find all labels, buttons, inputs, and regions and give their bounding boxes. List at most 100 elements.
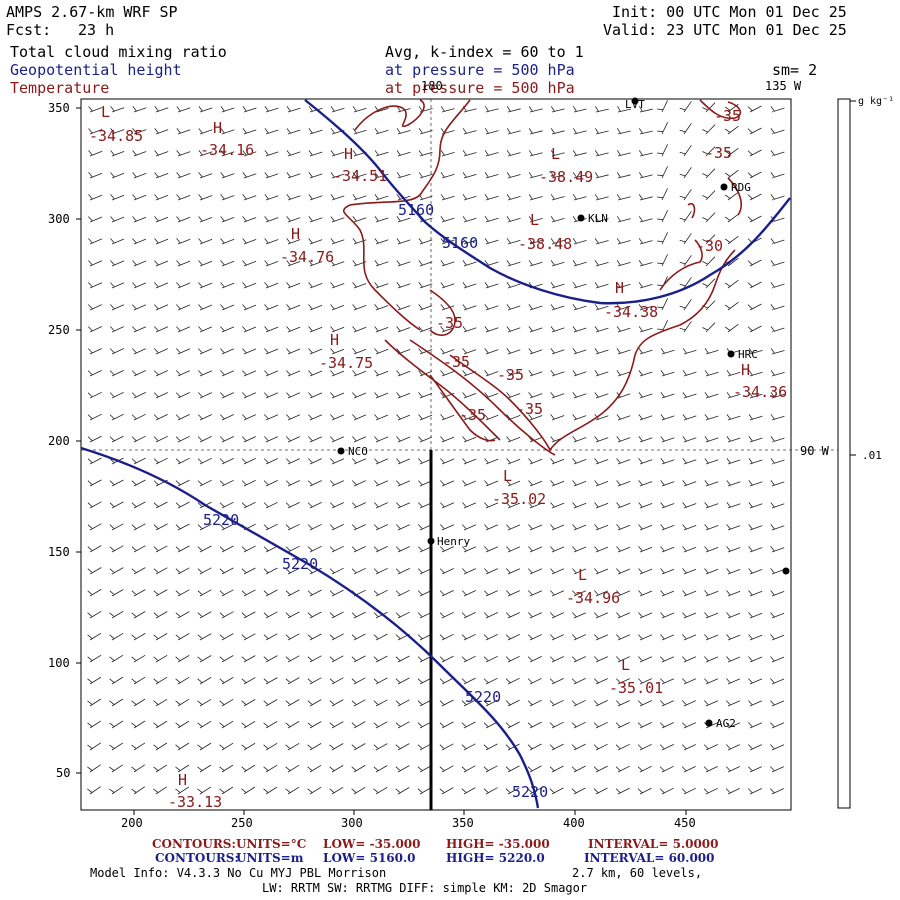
height-contour-label: 5160 — [398, 201, 435, 219]
temp-contour — [384, 339, 501, 441]
temp-extremum-letter: H — [344, 145, 354, 163]
temp-contour — [429, 374, 496, 442]
station-label-nco: NCO — [348, 445, 368, 458]
lon-label-180: 180 — [421, 79, 443, 93]
y-tick-label: 150 — [48, 545, 70, 559]
contours-temp-interval: INTERVAL= 5.0000 — [588, 837, 719, 851]
temp-extremum-value: -34.76 — [280, 248, 335, 266]
lon-label-135w: 135 W — [765, 79, 802, 93]
temp-contour-label: -35 — [516, 400, 544, 418]
height-contour-label: 5220 — [512, 783, 549, 801]
contours-temp-high: HIGH= -35.000 — [446, 837, 550, 851]
temp-extremum-letter: L — [551, 145, 561, 163]
pressure-height: at pressure = 500 hPa — [385, 61, 575, 79]
temp-contour-label: -35 — [443, 353, 471, 371]
contours-temp-label: CONTOURS: — [152, 837, 236, 851]
avg-k-index: Avg, k-index = 60 to 1 — [385, 43, 584, 61]
temp-contour — [429, 289, 456, 336]
temp-contour — [699, 99, 742, 120]
height-contours — [80, 99, 791, 809]
contours-height-low: LOW= 5160.0 — [323, 851, 416, 865]
temp-contour — [449, 249, 736, 452]
station-dots — [337, 97, 790, 727]
model-resolution: 2.7 km, 60 levels, — [572, 866, 703, 880]
temp-contour-label: -35 — [705, 144, 733, 162]
contours-height-interval: INTERVAL= 60.000 — [584, 851, 715, 865]
temp-extremum-letter: L — [621, 656, 631, 674]
axis-ticks — [76, 107, 687, 815]
y-tick-label: 100 — [48, 656, 70, 670]
station-label-henry: Henry — [437, 535, 471, 548]
model-info: Model Info: V4.3.3 No Cu MYJ PBL Morriso… — [90, 866, 387, 880]
station-label-lvt: LVT — [625, 98, 645, 111]
station-label-ag2: AG2 — [716, 717, 736, 730]
height-contour-label: 5160 — [442, 234, 479, 252]
lon-label-90w: 90 W — [800, 444, 829, 458]
temp-extremum-letter: H — [330, 331, 340, 349]
temp-extremum-value: -35.02 — [492, 490, 547, 508]
y-tick-label: 200 — [48, 434, 70, 448]
temp-extremum-letter: H — [213, 119, 223, 137]
contours-height-units: UNITS=m — [236, 851, 304, 865]
x-tick-label: 450 — [674, 816, 696, 830]
valid-time: Valid: 23 UTC Mon 01 Dec 25 — [603, 21, 847, 39]
temp-extremum-letter: H — [615, 279, 625, 297]
colorbar-tick-label: .01 — [862, 449, 882, 462]
temp-extremum-letter: H — [291, 225, 301, 243]
temp-extremum-value: -38.48 — [518, 235, 573, 253]
temp-extremum-value: -34.16 — [200, 141, 255, 159]
height-contour-label: 5220 — [282, 555, 319, 573]
temp-extremum-value: -38.49 — [539, 168, 594, 186]
x-tick-label: 200 — [121, 816, 143, 830]
temperature-contours — [343, 99, 742, 456]
temp-contour-label: -35 — [714, 107, 742, 125]
contours-temp-units: UNITS=°C — [236, 837, 307, 851]
station-label-kln: KLN — [588, 212, 608, 225]
station-label-rdg: RDG — [731, 181, 751, 194]
smoothing-label: sm= 2 — [772, 61, 818, 79]
y-tick-label: 250 — [48, 323, 70, 337]
contours-temp-low: LOW= -35.000 — [323, 837, 421, 851]
temp-extremum-value: -34.75 — [319, 354, 374, 372]
temp-extremum-letter: L — [101, 103, 111, 121]
temp-contour-label: -35 — [459, 406, 487, 424]
field-temperature: Temperature — [10, 79, 110, 97]
y-tick-label: 350 — [48, 101, 70, 115]
height-contour-label: 5220 — [203, 511, 240, 529]
x-tick-label: 350 — [452, 816, 474, 830]
model-physics: LW: RRTM SW: RRTMG DIFF: simple KM: 2D S… — [262, 881, 588, 895]
temp-extremum-letter: L — [578, 566, 588, 584]
temp-extremum-value: -34.38 — [604, 303, 659, 321]
colorbar — [837, 98, 851, 809]
forecast-label: Fcst: — [6, 21, 52, 39]
wind-barbs — [87, 100, 785, 795]
colorbar-unit: g kg⁻¹ — [858, 96, 895, 107]
temp-extremum-value: -34.51 — [333, 167, 388, 185]
model-title: AMPS 2.67-km WRF SP — [6, 3, 178, 21]
height-contour-5160 — [304, 99, 791, 305]
y-tick-label: 300 — [48, 212, 70, 226]
temp-extremum-value: -34.36 — [733, 383, 788, 401]
temp-extremum-letter: H — [741, 361, 751, 379]
temp-extremum-letter: H — [178, 771, 188, 789]
contours-height-high: HIGH= 5220.0 — [446, 851, 545, 865]
temp-extremum-letter: L — [503, 467, 513, 485]
x-tick-label: 400 — [563, 816, 585, 830]
temp-extremum-value: -35.01 — [609, 679, 664, 697]
temp-extremum-value: -34.96 — [566, 589, 621, 607]
field-geopotential: Geopotential height — [10, 61, 182, 79]
x-tick-label: 300 — [341, 816, 363, 830]
temp-contour — [687, 202, 696, 219]
temp-contour — [409, 339, 556, 456]
temp-extremum-letter: L — [530, 211, 540, 229]
x-tick-label: 250 — [231, 816, 253, 830]
field-cloud-mixing: Total cloud mixing ratio — [10, 43, 227, 61]
temp-contour-label: -30 — [696, 237, 724, 255]
temp-contour-label: -35 — [497, 366, 525, 384]
forecast-hour: 23 h — [78, 21, 115, 39]
contours-height-label: CONTOURS: — [155, 851, 239, 865]
wind-barb-field — [87, 100, 785, 795]
temp-contour-label: -35 — [436, 314, 464, 332]
temp-contour — [727, 177, 742, 216]
